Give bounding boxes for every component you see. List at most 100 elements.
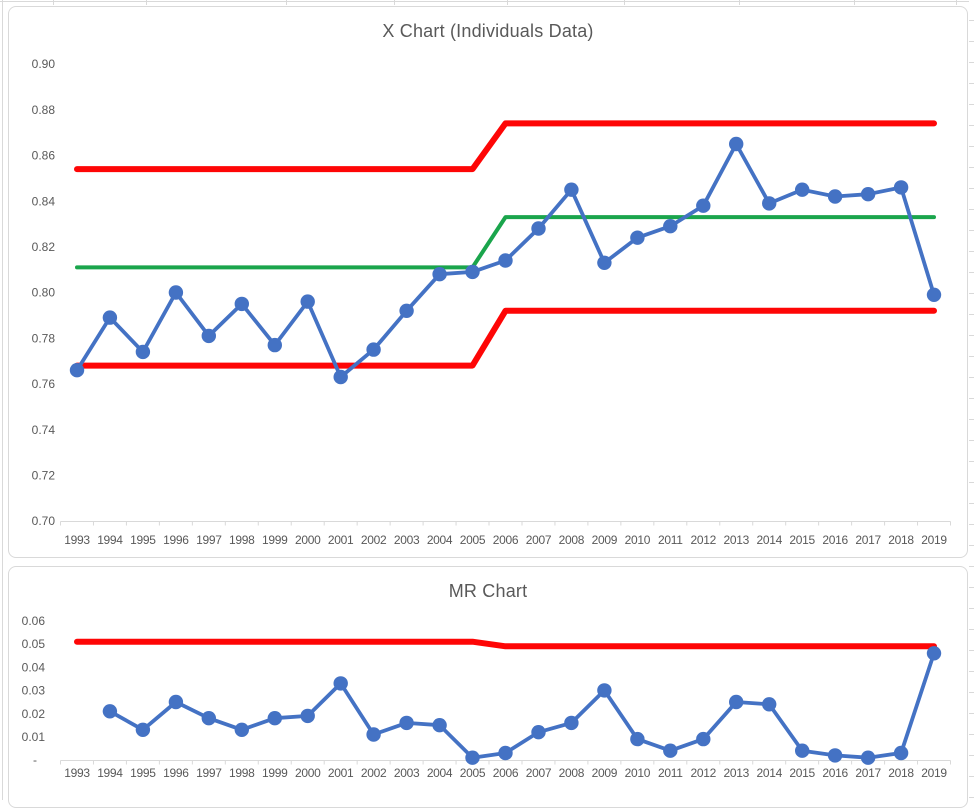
limit-line-cl: [75, 215, 936, 270]
x-axis-label: 2009: [592, 766, 618, 780]
x-chart-plot: 0.90 0.88 0.86 0.84 0.82 0.80 0.78 0.76 0.74 0.72…: [32, 57, 951, 547]
x-axis-label: 1999: [262, 766, 288, 780]
y-axis-label: 0.82: [32, 240, 56, 254]
data-point-2001: [333, 369, 348, 385]
series-line: [108, 651, 936, 760]
data-point-1994: [102, 704, 118, 719]
data-point-1998: [234, 296, 249, 312]
x-axis-label: 2016: [822, 533, 848, 547]
data-point-2017: [860, 750, 876, 765]
data-point-2011: [663, 219, 678, 234]
x-axis-label: 2002: [361, 766, 387, 780]
data-point-2015: [795, 743, 810, 758]
data-point-2005: [465, 750, 480, 765]
data-point-2004: [432, 718, 447, 733]
data-point-1997: [201, 711, 216, 726]
data-point-1999: [267, 337, 282, 353]
y-axis-label: 0.70: [32, 514, 56, 528]
x-axis-label: 2016: [822, 766, 848, 780]
x-axis-label: 2015: [789, 533, 815, 547]
limit-line-ucl: [74, 120, 937, 173]
data-point-2006: [498, 745, 513, 761]
y-axis-label: 0.03: [22, 684, 46, 698]
data-point-2007: [531, 221, 546, 236]
sheet-column-gridline: [624, 0, 625, 5]
data-point-2006: [498, 253, 513, 268]
x-axis-label: 1999: [262, 533, 288, 547]
x-axis-label: 2010: [625, 533, 651, 547]
x-axis-label: 1994: [97, 766, 123, 780]
y-axis-labels: 0.06 0.05 0.04 0.03 0.02 0.01 -: [22, 614, 46, 767]
data-point-2004: [432, 267, 447, 282]
data-point-2009: [597, 255, 612, 270]
x-axis-label: 2000: [295, 533, 321, 547]
data-point-2001: [333, 676, 348, 691]
x-axis-label: 2017: [855, 533, 881, 547]
x-chart-card[interactable]: 0.90 0.88 0.86 0.84 0.82 0.80 0.78 0.76 0.74 0.72…: [8, 6, 968, 558]
x-axis-label: 1993: [64, 533, 90, 547]
data-point-2014: [762, 196, 777, 211]
x-axis-labels: 1993 1994 1995 1996 1997 1998 1999 2000 2001 2002…: [64, 766, 947, 780]
mr-chart-title: MR Chart: [448, 581, 528, 601]
data-point-2018: [893, 745, 909, 761]
x-axis-label: 2009: [592, 533, 618, 547]
data-point-2002: [366, 342, 381, 357]
x-axis-label: 1994: [97, 533, 123, 547]
x-axis-label: 2004: [427, 766, 453, 780]
sheet-column-gridline: [739, 0, 740, 5]
sheet-gridline-left: [2, 0, 3, 800]
x-axis-label: 2001: [328, 533, 354, 547]
sheet-column-gridline: [146, 0, 147, 5]
x-axis-label: 1997: [196, 766, 222, 780]
data-point-1993: [69, 363, 85, 378]
y-axis-labels: 0.90 0.88 0.86 0.84 0.82 0.80 0.78 0.76 0.74 0.72…: [32, 57, 56, 528]
x-axis-label: 2003: [394, 766, 420, 780]
x-axis-label: 2005: [460, 766, 486, 780]
x-axis-label: 2018: [888, 533, 914, 547]
y-axis-label: 0.72: [32, 469, 56, 483]
x-axis-label: 2005: [460, 533, 486, 547]
sheet-gridline-top: [0, 1, 974, 2]
data-point-2011: [663, 743, 678, 758]
data-point-1995: [135, 722, 151, 737]
sheet-column-gridline: [286, 0, 287, 5]
data-point-2019: [926, 646, 942, 661]
x-axis-label: 2012: [691, 766, 717, 780]
x-axis-label: 2013: [723, 766, 749, 780]
data-point-2008: [564, 715, 579, 731]
y-axis-label: 0.02: [22, 707, 46, 721]
x-axis-label: 2013: [723, 533, 749, 547]
y-axis-label: -: [33, 753, 37, 767]
sheet-row-gridlines: [969, 0, 974, 800]
x-axis-label: 2008: [559, 533, 585, 547]
x-axis: [60, 521, 951, 526]
data-point-2003: [399, 715, 414, 731]
mr-chart-card[interactable]: 0.06 0.05 0.04 0.03 0.02 0.01-1993 1994 1995 199…: [8, 566, 968, 808]
data-point-2000: [300, 708, 315, 724]
x-axis-label: 2012: [691, 533, 717, 547]
data-point-2014: [762, 697, 777, 712]
x-axis: [60, 760, 951, 765]
x-axis-label: 2019: [921, 766, 947, 780]
sheet-column-gridline: [854, 0, 855, 5]
series-markers: [102, 646, 942, 765]
x-axis-label: 2011: [658, 766, 683, 780]
x-axis-label: 1995: [130, 766, 156, 780]
mr-chart-plot: 0.060.050.040.030.020.01-1993 1994 1995 199…: [22, 614, 951, 780]
x-axis-label: 2015: [789, 766, 815, 780]
data-point-2015: [795, 182, 810, 197]
y-axis-label: 0.84: [32, 194, 56, 208]
x-axis-label: 2006: [493, 766, 519, 780]
x-axis-label: 1998: [229, 533, 255, 547]
data-point-1995: [135, 344, 151, 360]
data-point-2003: [399, 303, 414, 318]
x-axis-label: 2006: [493, 533, 519, 547]
y-axis-label: 0.86: [32, 149, 56, 163]
x-axis-label: 2014: [756, 766, 782, 780]
x-axis-label: 2017: [855, 766, 881, 780]
x-axis-label: 2003: [394, 533, 420, 547]
sheet-column-gridline: [394, 0, 395, 5]
data-point-2007: [531, 725, 546, 740]
data-point-2010: [630, 731, 645, 747]
y-axis-label: 0.78: [32, 331, 56, 345]
